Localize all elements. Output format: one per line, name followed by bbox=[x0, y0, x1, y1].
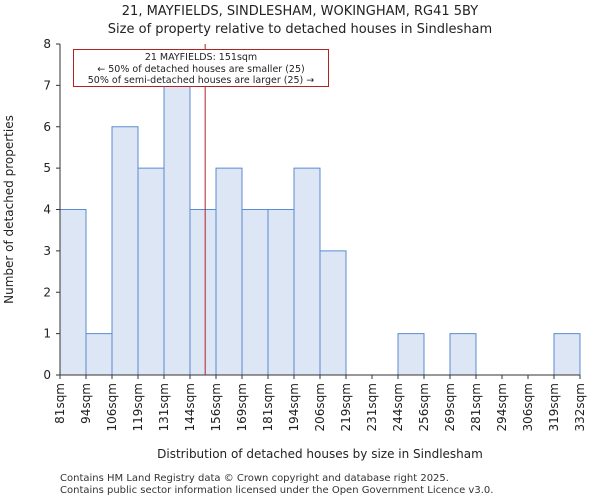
x-tick-label: 231sqm bbox=[365, 383, 379, 431]
x-tick-label: 256sqm bbox=[417, 383, 431, 431]
x-tick-label: 144sqm bbox=[183, 383, 197, 431]
x-tick-label: 131sqm bbox=[157, 383, 171, 431]
y-tick-label: 1 bbox=[43, 327, 51, 341]
histogram-bar bbox=[267, 209, 295, 376]
x-tick-label: 181sqm bbox=[261, 383, 275, 431]
histogram-bar bbox=[319, 250, 347, 376]
chart-title-line2: Size of property relative to detached ho… bbox=[107, 22, 493, 37]
x-tick-label: 119sqm bbox=[131, 383, 145, 431]
y-tick-label: 8 bbox=[43, 37, 51, 51]
histogram-bar bbox=[163, 84, 191, 376]
x-tick-label: 94sqm bbox=[79, 383, 93, 424]
histogram-bar bbox=[111, 126, 139, 376]
y-tick-label: 6 bbox=[43, 120, 51, 134]
x-tick-label: 106sqm bbox=[105, 383, 119, 431]
x-tick-label: 332sqm bbox=[573, 383, 587, 431]
x-tick-label: 81sqm bbox=[53, 383, 67, 424]
x-axis-label: Distribution of detached houses by size … bbox=[157, 447, 483, 461]
histogram-bar bbox=[449, 333, 477, 376]
annotation-line3: 50% of semi-detached houses are larger (… bbox=[87, 75, 315, 86]
y-tick-label: 2 bbox=[43, 285, 51, 299]
histogram-bar bbox=[553, 333, 581, 376]
histogram-bar bbox=[85, 333, 113, 376]
histogram-bar bbox=[241, 209, 269, 376]
y-tick-label: 7 bbox=[43, 78, 51, 92]
y-tick-label: 3 bbox=[43, 244, 51, 258]
histogram-bar bbox=[189, 209, 217, 376]
x-tick-label: 194sqm bbox=[287, 383, 301, 431]
footer-line1: Contains HM Land Registry data © Crown c… bbox=[60, 473, 449, 484]
histogram-bar bbox=[137, 167, 165, 376]
x-tick-label: 319sqm bbox=[547, 383, 561, 431]
x-tick-label: 169sqm bbox=[235, 383, 249, 431]
x-tick-label: 156sqm bbox=[209, 383, 223, 431]
y-tick-label: 4 bbox=[43, 203, 51, 217]
x-tick-label: 294sqm bbox=[495, 383, 509, 431]
x-tick-label: 281sqm bbox=[469, 383, 483, 431]
footer-line2: Contains public sector information licen… bbox=[60, 485, 494, 496]
histogram-bar bbox=[215, 167, 243, 376]
annotation-line1: 21 MAYFIELDS: 151sqm bbox=[144, 52, 258, 63]
x-tick-label: 269sqm bbox=[443, 383, 457, 431]
chart-title-line1: 21, MAYFIELDS, SINDLESHAM, WOKINGHAM, RG… bbox=[121, 4, 479, 19]
histogram-bar bbox=[59, 209, 87, 376]
histogram-bar bbox=[293, 167, 321, 376]
x-tick-label: 206sqm bbox=[313, 383, 327, 431]
x-tick-label: 219sqm bbox=[339, 383, 353, 431]
y-tick-label: 5 bbox=[43, 161, 51, 175]
y-tick-label: 0 bbox=[43, 368, 51, 382]
annotation-box: 21 MAYFIELDS: 151sqm ← 50% of detached h… bbox=[73, 49, 329, 87]
x-tick-label: 244sqm bbox=[391, 383, 405, 431]
x-tick-label: 306sqm bbox=[521, 383, 535, 431]
histogram-bar bbox=[397, 333, 425, 376]
y-axis-label: Number of detached properties bbox=[2, 115, 16, 304]
annotation-line2: ← 50% of detached houses are smaller (25… bbox=[97, 63, 305, 75]
